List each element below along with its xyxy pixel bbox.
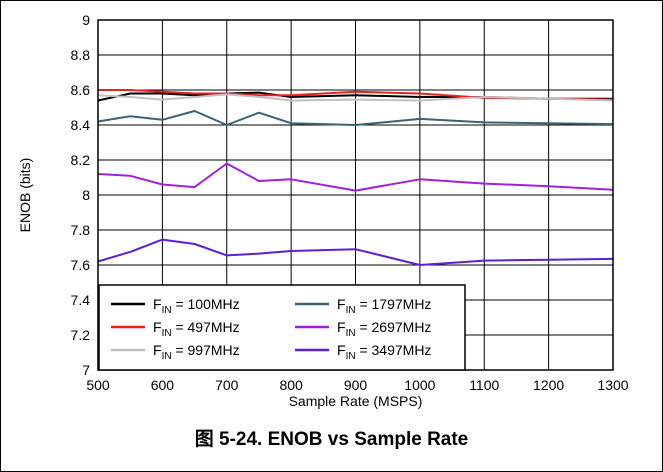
x-tick-label: 1100 [469,377,499,393]
series-line-3 [97,93,614,102]
y-tick-label: 8.8 [71,47,91,63]
x-axis-title: Sample Rate (MSPS) [289,393,423,409]
y-tick-label: 8.2 [71,152,91,168]
x-tick-label: 1000 [404,377,435,393]
x-tick-label: 600 [151,377,175,393]
legend-label: FIN = 3497MHz [337,342,431,362]
series-lines [97,89,614,266]
figure-caption: 图 5-24. ENOB vs Sample Rate [194,429,469,450]
x-tick-label: 1300 [597,377,628,393]
legend: FIN = 100MHz FIN = 497MHz FIN = 997MHz FIN … [98,284,466,371]
x-tick-label: 800 [279,377,303,393]
legend-box [98,284,466,371]
y-axis-title: ENOB (bits) [17,158,33,233]
y-tick-label: 7.4 [71,292,91,308]
y-tick-label: 8 [82,187,90,203]
x-tick-label: 900 [344,377,368,393]
legend-label: FIN = 497MHz [153,319,240,339]
y-tick-label: 7.2 [71,327,91,343]
legend-label: FIN = 1797MHz [337,296,431,316]
y-tick-label: 8.4 [71,117,91,133]
y-tick-label: 7 [82,362,90,378]
y-tick-label: 7.6 [71,257,91,273]
x-tick-label: 1200 [533,377,564,393]
y-tick-labels: 7 7.2 7.4 7.6 7.8 8 8.2 8.4 8.6 8.8 9 [71,12,91,378]
y-tick-label: 7.8 [71,222,91,238]
legend-label: FIN = 100MHz [153,296,240,316]
enob-line-chart: 7 7.2 7.4 7.6 7.8 8 8.2 8.4 8.6 8.8 9 500 600 700 800… [17,12,629,409]
y-tick-label: 8.6 [71,82,91,98]
series-line-5 [97,162,614,192]
legend-label: FIN = 2697MHz [337,319,431,339]
x-tick-labels: 500 600 700 800 900 1000 1100 1200 1300 [86,377,628,393]
legend-label: FIN = 997MHz [153,342,240,362]
series-line-4 [97,110,614,126]
x-tick-label: 500 [86,377,110,393]
y-tick-label: 9 [82,12,90,28]
x-tick-label: 700 [215,377,239,393]
series-line-6 [97,238,614,266]
